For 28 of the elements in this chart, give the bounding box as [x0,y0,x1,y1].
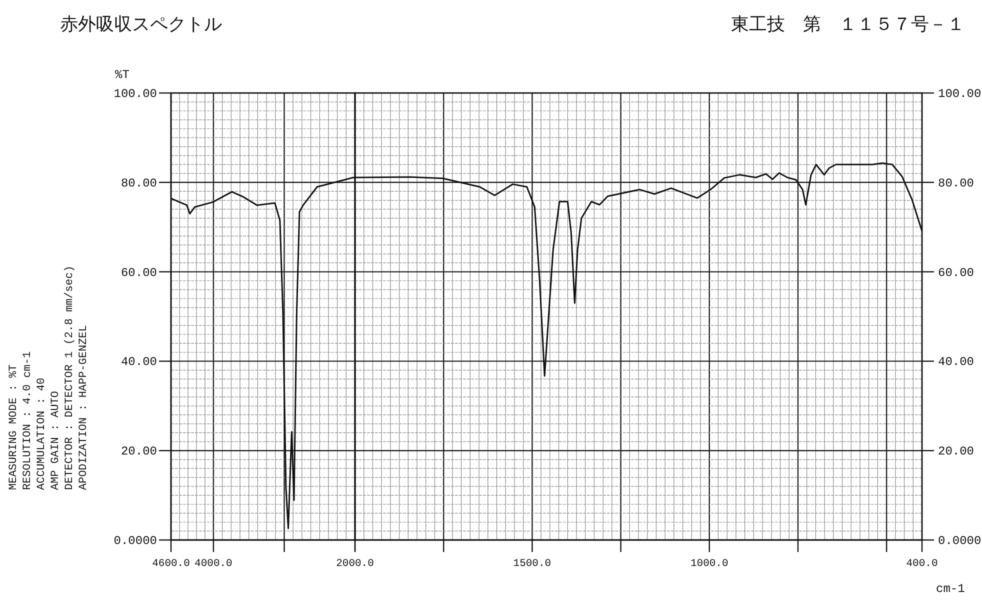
x-axis-title: cm-1 [936,582,965,596]
y-tick-label: 40.00 [120,355,157,370]
x-tick-label: 2000.0 [336,558,374,570]
text: APODIZATION : HAPP-GENZEL [78,324,90,490]
x-tick-label: 4000.0 [194,558,232,570]
y-tick-label: 100.00 [114,87,157,101]
x-tick-label: 4600.0 [152,558,190,570]
y-tick-label: 20.00 [120,444,157,459]
x-tick-label: 1000.0 [690,558,728,570]
y2-tick-label: 60.00 [938,266,974,280]
text: DETECTOR : DETECTOR 1 (2.8 mm/sec) [64,266,76,490]
y-tick-label: 60.00 [120,266,157,280]
text: AMP GAIN : AUTO [50,390,62,490]
chart-title: 赤外吸収スペクトル [60,14,222,35]
x-tick-label: 1500.0 [513,558,552,570]
text: MEASURING MODE : %T [8,364,20,490]
y2-tick-label: 100.00 [938,87,982,101]
y2-tick-label: 20.00 [938,444,974,459]
text: 東工技 第 １１５７号－１ [731,14,965,35]
y2-tick-label: 0.0000 [938,534,982,548]
y2-tick-label: 40.00 [938,355,974,370]
text: RESOLUTION : 4.0 cm-1 [22,350,34,490]
x-tick-label: 400.0 [906,558,938,570]
y-tick-label: 80.00 [120,176,157,190]
y-axis-title: %T [115,68,130,82]
text: ACCUMULATION : 40 [36,378,48,490]
y-tick-label: 0.0000 [114,534,157,548]
y2-tick-label: 80.00 [938,176,974,190]
